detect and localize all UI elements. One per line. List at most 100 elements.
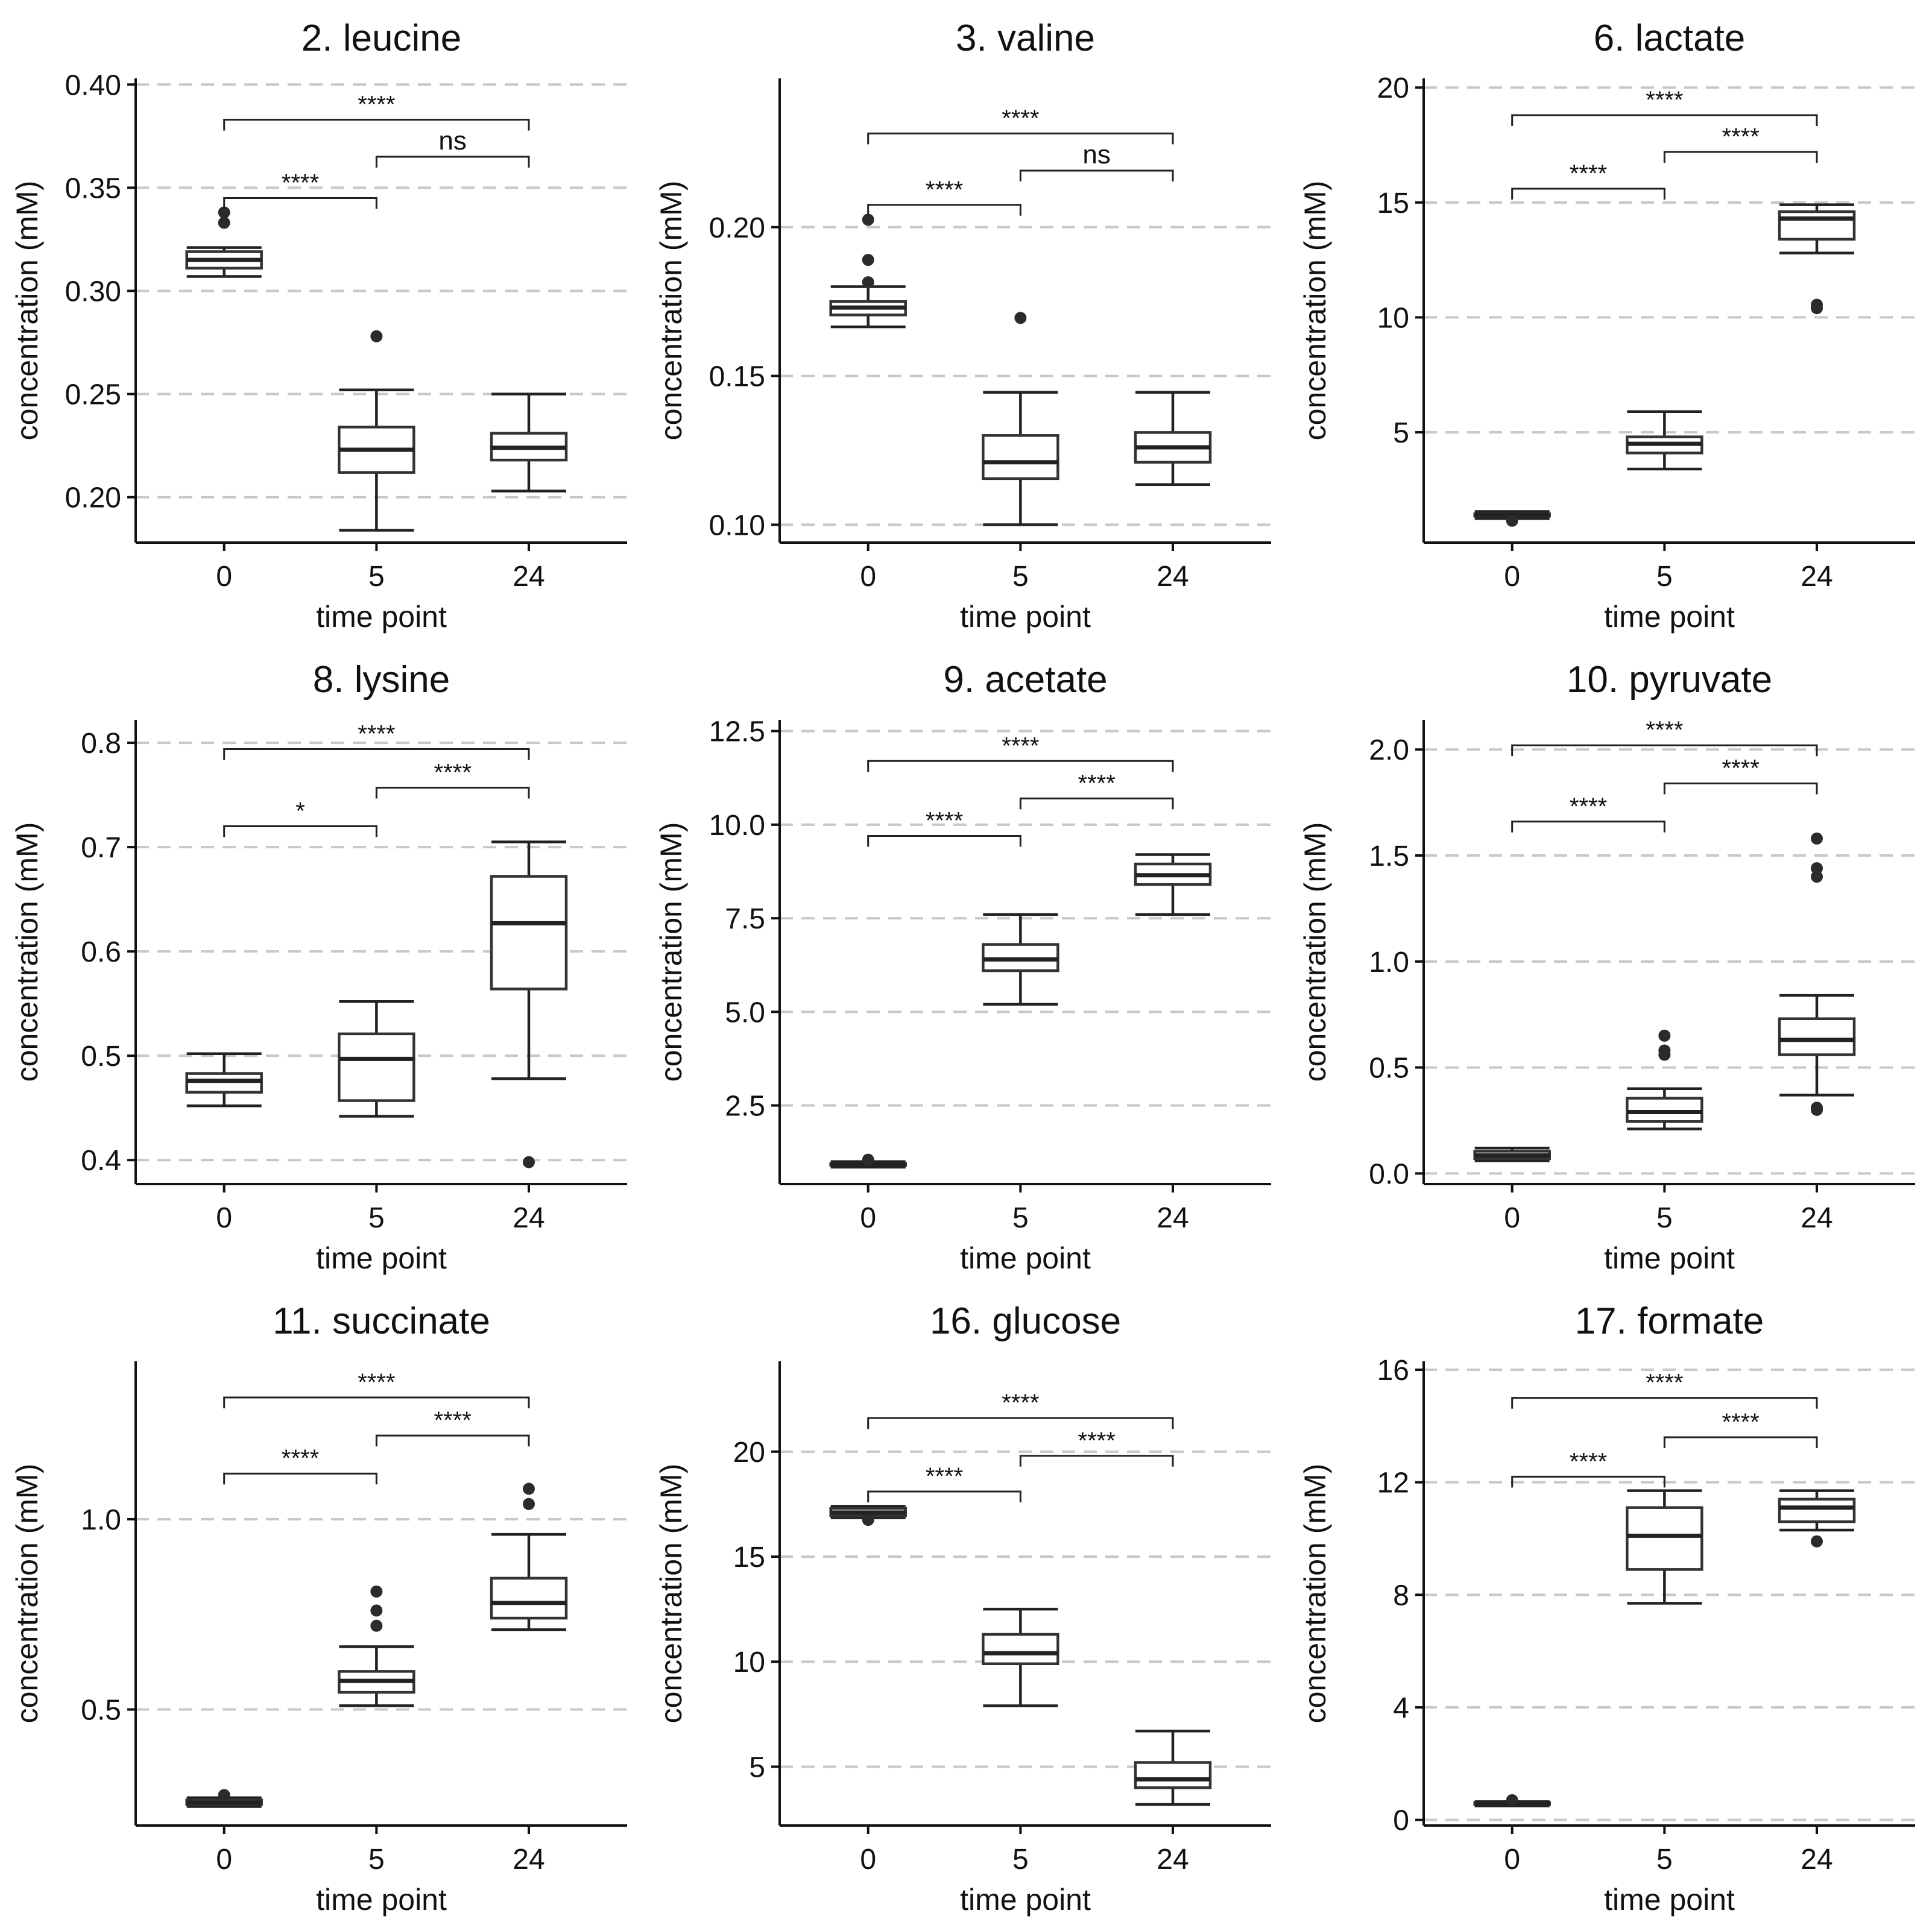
box-group <box>338 330 415 532</box>
x-tick-label: 0 <box>216 561 232 593</box>
significance-bracket <box>223 825 377 837</box>
significance-bracket <box>375 156 530 168</box>
y-axis-title: concentration (mM) <box>1298 181 1332 441</box>
outlier-point <box>218 216 230 229</box>
x-tick-label: 0 <box>860 1844 876 1876</box>
significance-label: **** <box>434 759 472 786</box>
chart-panel: 3. valine 0.10 0.15 0.20 0 5 24 time point conce… <box>644 0 1288 641</box>
y-tick-label: 0.8 <box>81 728 121 760</box>
iqr-box <box>490 1577 568 1620</box>
x-tick-label: 24 <box>1801 1844 1833 1876</box>
y-tick-label: 0.7 <box>81 832 121 864</box>
outlier-point <box>218 1789 230 1801</box>
iqr-box <box>490 875 568 991</box>
y-tick-label: 20 <box>733 1437 765 1469</box>
iqr-box <box>1778 210 1856 241</box>
y-tick-label: 0.5 <box>81 1695 121 1727</box>
y-axis-title: concentration (mM) <box>1298 822 1332 1082</box>
significance-label: **** <box>1722 124 1760 150</box>
chart-panel: 10. pyruvate 0.0 0.5 1.0 1.5 2.0 0 5 24 time poin… <box>1288 641 1932 1283</box>
box-group <box>490 840 568 1168</box>
x-tick-label: 24 <box>513 561 545 593</box>
chart-title: 3. valine <box>956 17 1095 59</box>
x-tick-label: 5 <box>1656 1202 1673 1234</box>
box-group <box>1473 1794 1551 1807</box>
chart-panel: 11. succinate 0.5 1.0 0 5 24 time point concent… <box>0 1283 644 1924</box>
y-axis-title: concentration (mM) <box>1298 1464 1332 1724</box>
chart-svg: 6. lactate 5 10 15 20 0 5 24 time point concentra… <box>1298 17 1915 634</box>
iqr-box <box>1778 1017 1856 1056</box>
significance-label: **** <box>926 1463 963 1490</box>
significance-label: **** <box>926 177 963 203</box>
x-tick-label: 5 <box>368 561 385 593</box>
outlier-point <box>1506 514 1518 527</box>
outlier-point <box>1506 1794 1518 1806</box>
significance-label: **** <box>1646 717 1683 743</box>
x-tick-label: 0 <box>860 561 876 593</box>
box-group <box>490 1482 568 1631</box>
significance-label: **** <box>1078 770 1116 796</box>
box-group <box>185 206 263 278</box>
y-tick-label: 15 <box>1377 187 1409 219</box>
y-tick-label: 0.20 <box>709 212 765 244</box>
outlier-point <box>370 330 383 342</box>
iqr-box <box>338 1032 415 1102</box>
x-axis-title: time point <box>1604 600 1735 634</box>
y-tick-label: 0.5 <box>1369 1053 1409 1085</box>
y-tick-label: 2.0 <box>1369 734 1409 766</box>
significance-label: **** <box>1002 1390 1039 1416</box>
significance-bracket <box>867 835 1021 847</box>
y-tick-label: 0.40 <box>65 69 121 101</box>
significance-bracket <box>1511 1397 1818 1409</box>
significance-label: **** <box>1570 793 1607 820</box>
x-tick-label: 24 <box>1801 561 1833 593</box>
chart-svg: 17. formate 0 4 8 12 16 0 5 24 time point concentr… <box>1298 1300 1915 1917</box>
y-tick-label: 5 <box>1393 417 1409 449</box>
significance-bracket <box>1511 1475 1665 1488</box>
iqr-box <box>1626 1506 1703 1571</box>
chart-svg: 16. glucose 5 10 15 20 0 5 24 time point concentr… <box>654 1300 1271 1917</box>
significance-bracket <box>223 1472 377 1485</box>
significance-bracket <box>1019 1455 1174 1467</box>
x-tick-label: 5 <box>1656 561 1673 593</box>
iqr-box <box>1626 1097 1703 1123</box>
y-tick-label: 0.4 <box>81 1145 121 1177</box>
chart-svg: 10. pyruvate 0.0 0.5 1.0 1.5 2.0 0 5 24 time poin… <box>1298 659 1915 1275</box>
significance-label: **** <box>358 1369 395 1396</box>
significance-label: **** <box>1002 105 1039 131</box>
chart-svg: 2. leucine 0.20 0.25 0.30 0.35 0.40 0 5 24 time p… <box>10 17 627 634</box>
significance-bracket <box>1019 169 1174 182</box>
x-axis-title: time point <box>316 1883 447 1917</box>
box-group <box>185 1052 263 1107</box>
box-group <box>829 1153 907 1169</box>
outlier-point <box>862 213 874 226</box>
x-tick-label: 5 <box>1012 1844 1029 1876</box>
y-tick-label: 12 <box>1377 1467 1409 1499</box>
significance-bracket <box>375 1434 530 1447</box>
outlier-point <box>862 276 874 289</box>
outlier-point <box>370 1619 383 1632</box>
outlier-point <box>370 1585 383 1598</box>
y-tick-label: 0.35 <box>65 172 121 204</box>
y-tick-label: 0.30 <box>65 276 121 307</box>
chart-title: 10. pyruvate <box>1567 659 1772 701</box>
y-axis-title: concentration (mM) <box>654 822 688 1082</box>
box-group <box>1778 203 1856 315</box>
outlier-point <box>862 1514 874 1526</box>
chart-panel: 16. glucose 5 10 15 20 0 5 24 time point concentr… <box>644 1283 1288 1924</box>
significance-bracket <box>1019 797 1174 810</box>
outlier-point <box>1811 1101 1823 1114</box>
y-tick-label: 16 <box>1377 1355 1409 1387</box>
y-axis-title: concentration (mM) <box>10 822 44 1082</box>
box-group <box>490 392 568 493</box>
iqr-box <box>1134 1761 1212 1789</box>
x-axis-title: time point <box>1604 1241 1735 1275</box>
box-group <box>1626 410 1703 471</box>
significance-label: **** <box>434 1407 472 1434</box>
x-tick-label: 24 <box>513 1844 545 1876</box>
x-axis-title: time point <box>316 1241 447 1275</box>
significance-bracket <box>867 132 1174 145</box>
y-tick-label: 0.10 <box>709 509 765 541</box>
x-tick-label: 0 <box>1504 1202 1520 1234</box>
